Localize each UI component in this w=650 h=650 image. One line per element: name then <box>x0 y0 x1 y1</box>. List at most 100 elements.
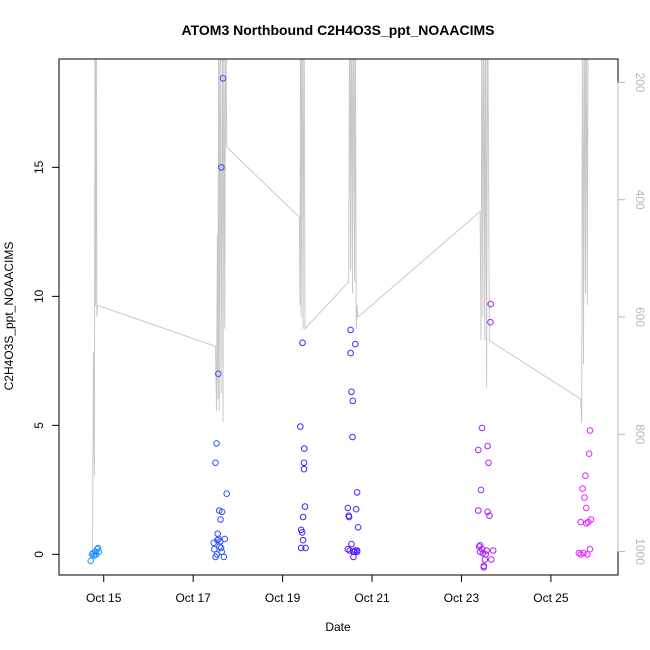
data-point <box>582 472 589 480</box>
data-point <box>347 326 354 334</box>
right-tick-label: 1000 <box>633 538 647 565</box>
data-point <box>487 318 494 326</box>
data-point <box>217 516 224 523</box>
data-point <box>349 397 357 405</box>
x-tick-label: Oct 15 <box>86 591 122 605</box>
data-point <box>94 544 102 552</box>
data-point <box>300 465 308 473</box>
data-point <box>575 549 583 557</box>
data-point <box>299 536 307 544</box>
data-point <box>580 549 587 557</box>
right-axis: 200 400 600 800 1000 <box>617 72 647 565</box>
data-points <box>87 75 595 571</box>
y-tick-label: 5 <box>32 422 46 429</box>
right-tick-label: 600 <box>633 307 647 327</box>
data-point <box>223 490 230 498</box>
pressure-line <box>92 59 589 552</box>
data-point <box>349 433 356 441</box>
data-point <box>299 339 306 347</box>
data-point <box>584 551 591 558</box>
data-point <box>217 544 225 552</box>
data-point <box>353 489 361 496</box>
x-axis-label: Date <box>325 620 351 634</box>
data-point <box>221 535 229 543</box>
data-point <box>585 450 593 458</box>
x-tick-label: Oct 17 <box>175 591 211 605</box>
data-point <box>478 545 486 553</box>
data-point <box>214 536 221 544</box>
y-axis: 0 5 10 15 <box>32 160 60 558</box>
data-point <box>211 545 218 553</box>
data-point <box>352 340 359 348</box>
data-point <box>485 459 492 467</box>
data-point <box>478 424 486 432</box>
right-tick-label: 800 <box>633 424 647 444</box>
pressure-series <box>92 59 589 552</box>
data-point <box>352 505 360 513</box>
data-point <box>477 486 485 494</box>
x-axis: Oct 15 Oct 17 Oct 19 Oct 21 Oct 23 Oct 25 <box>86 574 569 605</box>
data-point <box>220 553 228 561</box>
data-point <box>577 518 585 526</box>
x-tick-label: Oct 25 <box>533 591 569 605</box>
right-tick-label: 200 <box>633 72 647 92</box>
data-point <box>475 507 482 514</box>
data-point <box>583 520 590 527</box>
data-point <box>348 388 355 396</box>
data-point <box>353 548 361 556</box>
x-tick-label: Oct 21 <box>354 591 390 605</box>
data-point <box>214 530 221 538</box>
data-point <box>476 542 484 549</box>
data-point <box>302 544 309 552</box>
y-axis-label: C2H4O3S_ppt_NOAACIMS <box>2 242 16 391</box>
data-point <box>219 75 227 82</box>
data-point <box>345 513 353 521</box>
data-point <box>486 512 493 520</box>
data-point <box>354 524 362 531</box>
data-point <box>300 459 308 467</box>
data-point <box>581 494 588 501</box>
data-point <box>218 508 226 516</box>
data-point <box>301 503 309 510</box>
data-point <box>586 545 594 553</box>
x-tick-label: Oct 23 <box>444 591 480 605</box>
data-point <box>579 485 586 492</box>
data-point <box>482 551 490 558</box>
y-tick-label: 10 <box>32 289 46 303</box>
plot-frame <box>58 58 619 576</box>
data-point <box>344 545 352 553</box>
data-point <box>215 370 222 378</box>
data-point <box>583 504 590 512</box>
data-point <box>484 508 491 516</box>
data-point <box>299 513 307 521</box>
data-point <box>95 548 103 556</box>
data-point <box>489 547 497 554</box>
data-point <box>475 446 482 454</box>
data-point <box>297 544 305 552</box>
data-point <box>212 459 219 467</box>
data-point <box>480 564 488 571</box>
data-point <box>484 442 491 450</box>
x-tick-label: Oct 19 <box>265 591 301 605</box>
data-point <box>348 540 355 548</box>
right-tick-label: 400 <box>633 190 647 210</box>
data-point <box>213 440 220 447</box>
y-tick-label: 15 <box>32 160 46 174</box>
data-point <box>297 423 304 430</box>
data-point <box>87 557 94 565</box>
data-point <box>352 547 359 554</box>
data-point <box>218 164 225 171</box>
data-point <box>347 349 354 357</box>
data-point <box>488 556 495 563</box>
chart-title: ATOM3 Northbound C2H4O3S_ppt_NOAACIMS <box>182 22 495 38</box>
data-point <box>586 427 594 434</box>
data-point <box>483 547 490 554</box>
y-tick-label: 0 <box>32 551 46 558</box>
data-point <box>212 553 219 561</box>
data-point <box>301 445 308 452</box>
data-point <box>487 300 495 308</box>
data-point <box>587 516 595 523</box>
data-point <box>344 504 352 512</box>
data-point <box>298 529 306 536</box>
